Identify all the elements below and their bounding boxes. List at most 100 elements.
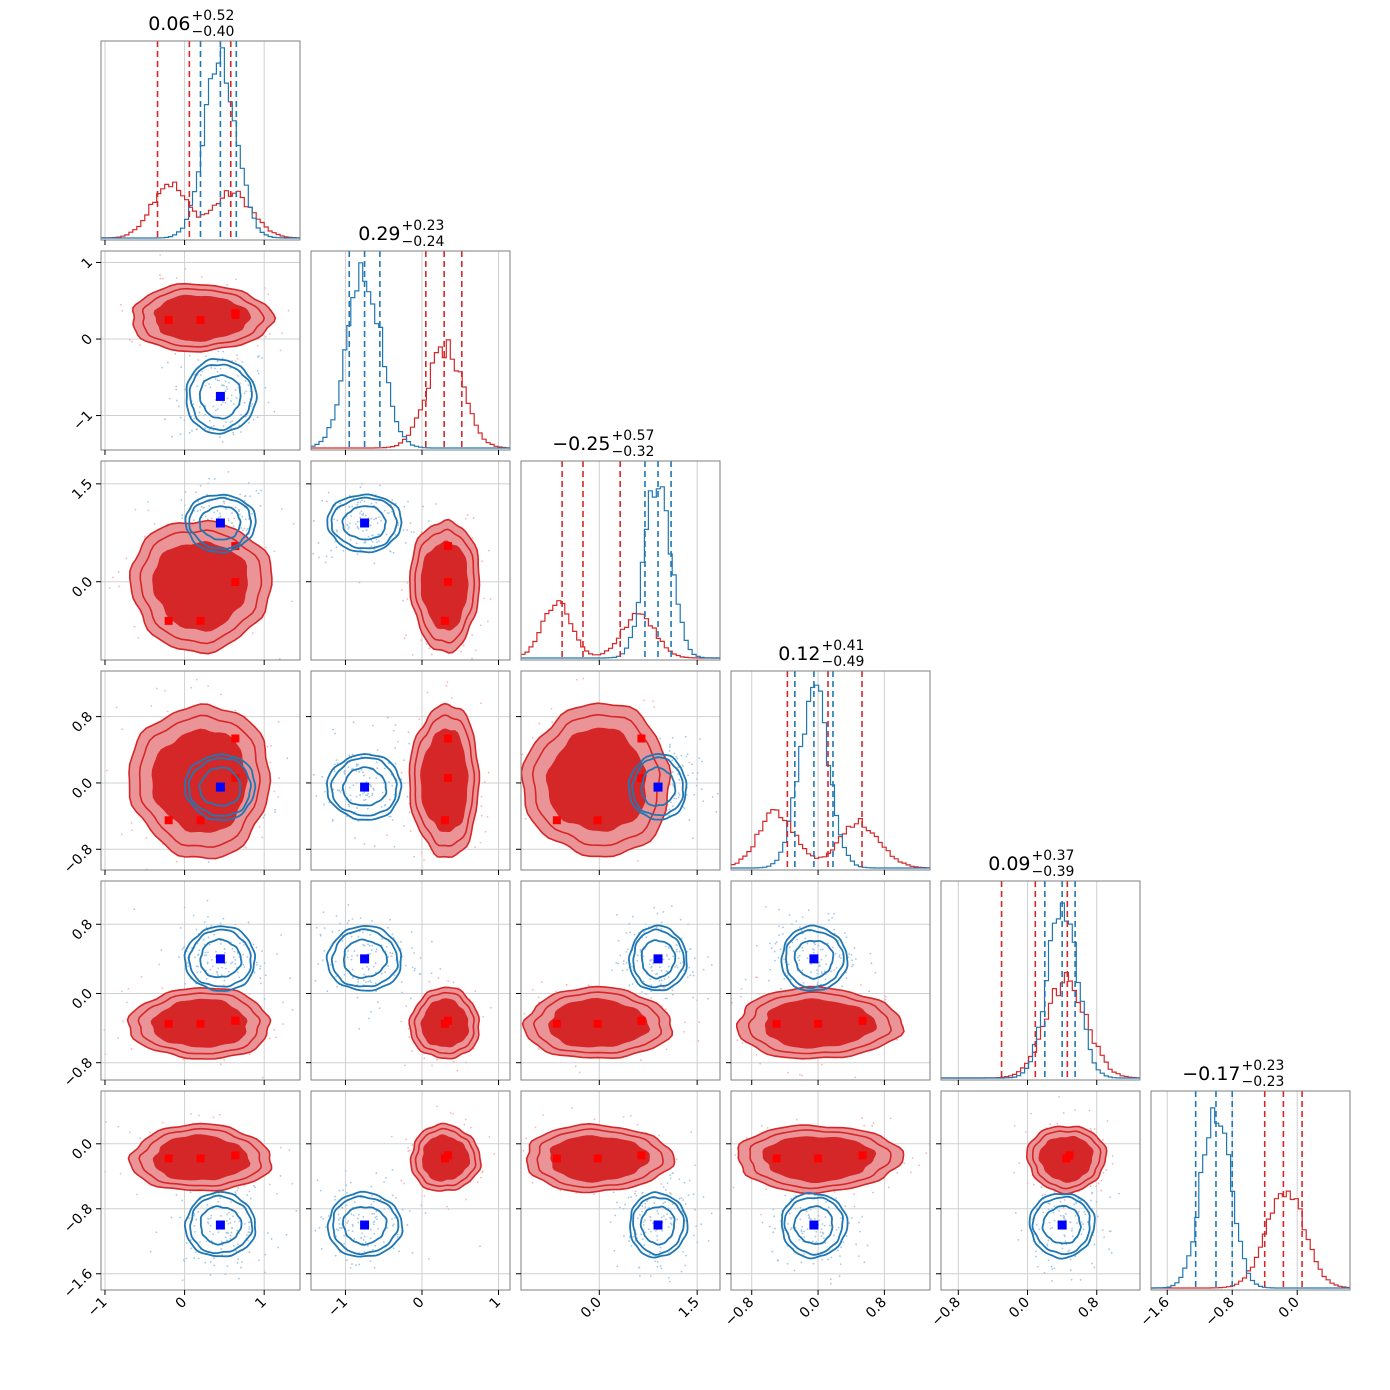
blue-sample-dot	[238, 509, 240, 511]
blue-sample-dot	[796, 938, 799, 941]
red-sample-dot	[268, 1183, 271, 1186]
blue-sample-dot	[237, 1258, 239, 1261]
blue-sample-dot	[1069, 1221, 1071, 1224]
blue-sample-dot	[377, 1227, 379, 1230]
blue-sample-dot	[615, 913, 618, 916]
blue-sample-dot	[246, 1194, 249, 1197]
y-tick-label: 0	[79, 331, 97, 349]
red-sample-dot	[402, 599, 404, 602]
blue-sample-dot	[813, 1217, 816, 1220]
y-tick-label: 0.0	[69, 574, 96, 601]
blue-sample-dot	[805, 1210, 808, 1213]
blue-sample-dot	[234, 962, 237, 965]
blue-contour	[640, 766, 677, 807]
blue-sample-dot	[336, 762, 339, 765]
blue-contour	[341, 505, 387, 541]
red-sample-dot	[276, 1192, 278, 1195]
blue-sample-dot	[391, 510, 393, 513]
blue-sample-dot	[658, 966, 661, 968]
blue-sample-dot	[823, 1237, 825, 1240]
blue-sample-dot	[1086, 1221, 1089, 1224]
blue-sample-dot	[238, 1220, 241, 1223]
red-mode-marker	[443, 577, 452, 586]
blue-sample-dot	[662, 958, 665, 961]
blue-sample-dot	[1047, 1208, 1050, 1210]
blue-sample-dot	[677, 792, 680, 795]
blue-sample-dot	[336, 985, 339, 988]
blue-sample-dot	[364, 1241, 367, 1244]
red-sample-dot	[118, 585, 120, 588]
blue-sample-dot	[796, 956, 799, 959]
red-sample-dot	[227, 518, 230, 520]
blue-sample-dot	[196, 971, 199, 974]
blue-sample-dot	[627, 1196, 630, 1199]
blue-sample-dot	[242, 529, 244, 532]
blue-sample-dot	[676, 757, 679, 760]
blue-sample-dot	[257, 492, 260, 495]
blue-sample-dot	[628, 1240, 631, 1242]
red-sample-dot	[1100, 1189, 1103, 1192]
panel-content	[731, 671, 930, 870]
x-tick-label: −0.8	[929, 1294, 964, 1329]
blue-sample-dot	[360, 510, 363, 513]
red-mode-marker	[814, 1019, 823, 1028]
red-sample-dot	[630, 1114, 632, 1117]
blue-sample-dot	[650, 990, 652, 993]
blue-sample-dot	[356, 996, 359, 999]
blue-sample-dot	[263, 998, 266, 1000]
red-sample-dot	[456, 1069, 459, 1072]
blue-mode-marker	[215, 518, 225, 528]
blue-sample-dot	[239, 493, 242, 496]
red-sample-dot	[117, 571, 120, 573]
blue-sample-dot	[835, 966, 838, 969]
blue-sample-dot	[230, 394, 233, 397]
blue-sample-dot	[848, 953, 850, 955]
blue-sample-dot	[224, 1273, 227, 1276]
red-mode-marker	[196, 1019, 205, 1028]
blue-sample-dot	[839, 1255, 841, 1258]
blue-sample-dot	[348, 805, 351, 808]
red-sample-dot	[853, 1193, 855, 1196]
red-sample-dot	[470, 1126, 472, 1129]
blue-sample-dot	[185, 1242, 188, 1245]
blue-sample-dot	[225, 961, 228, 964]
blue-sample-dot	[338, 1223, 341, 1225]
blue-sample-dot	[872, 1191, 875, 1194]
red-sample-dot	[409, 830, 412, 832]
red-sample-dot	[140, 975, 143, 978]
red-sample-dot	[795, 1118, 798, 1121]
blue-sample-dot	[231, 948, 234, 950]
blue-sample-dot	[803, 1230, 805, 1233]
blue-sample-dot	[207, 951, 209, 954]
blue-sample-dot	[175, 388, 178, 391]
red-sample-dot	[166, 666, 168, 668]
blue-sample-dot	[802, 982, 805, 984]
panel-content	[941, 881, 1140, 1080]
blue-sample-dot	[1053, 1267, 1056, 1270]
blue-sample-dot	[232, 1215, 234, 1218]
blue-sample-dot	[149, 1250, 152, 1253]
blue-sample-dot	[338, 922, 341, 925]
blue-sample-dot	[362, 512, 365, 515]
blue-sample-dot	[411, 1251, 414, 1254]
blue-sample-dot	[801, 916, 804, 919]
blue-sample-dot	[252, 943, 255, 946]
red-sample-dot	[121, 309, 124, 312]
blue-sample-dot	[698, 757, 701, 760]
blue-sample-dot	[334, 1198, 337, 1201]
red-sample-dot	[277, 720, 280, 723]
blue-sample-dot	[375, 761, 378, 764]
blue-sample-dot	[227, 970, 230, 973]
red-sample-dot	[266, 745, 269, 748]
blue-sample-dot	[370, 502, 373, 505]
blue-sample-dot	[236, 354, 238, 356]
blue-sample-dot	[337, 1229, 340, 1232]
blue-sample-dot	[327, 491, 330, 494]
blue-sample-dot	[332, 781, 335, 784]
blue-sample-dot	[391, 952, 394, 955]
blue-sample-dot	[874, 971, 877, 974]
blue-sample-dot	[1051, 1268, 1054, 1270]
blue-sample-dot	[625, 950, 628, 953]
blue-sample-dot	[210, 924, 213, 927]
red-sample-dot	[261, 836, 264, 839]
